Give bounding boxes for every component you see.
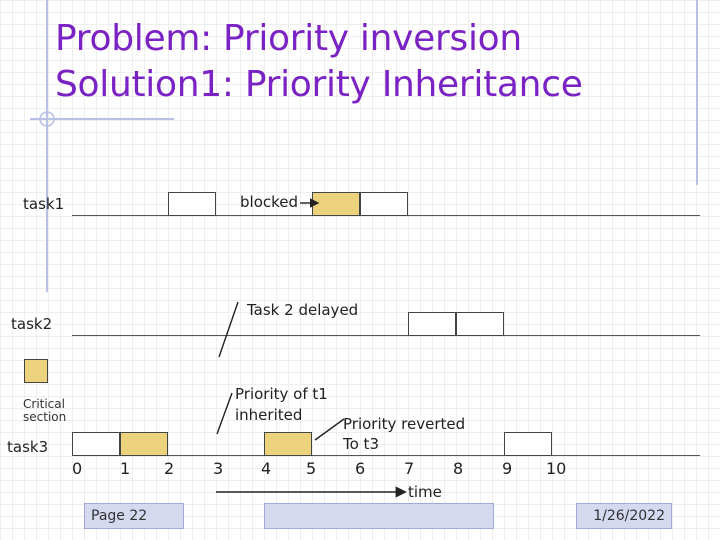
task3-run-box xyxy=(504,432,552,456)
time-tick: 10 xyxy=(546,459,567,478)
task3-inherited-critical-box xyxy=(264,432,312,456)
time-tick: 7 xyxy=(404,459,415,478)
title-line-1: Problem: Priority inversion xyxy=(55,18,522,59)
task1-run-box xyxy=(360,192,408,216)
task3-run-box xyxy=(72,432,120,456)
time-tick: 9 xyxy=(502,459,513,478)
task3-critical-box xyxy=(120,432,168,456)
date-box: 1/26/2022 xyxy=(576,503,672,529)
time-tick: 2 xyxy=(164,459,175,478)
task2-run-box xyxy=(456,312,504,336)
task2-delayed-annotation: Task 2 delayed xyxy=(247,301,359,319)
priority-inherited-pointer xyxy=(216,392,233,435)
critical-section-legend-label-2: section xyxy=(23,410,67,424)
slide-date: 1/26/2022 xyxy=(593,508,665,524)
blocked-annotation: blocked xyxy=(240,193,299,211)
time-tick: 8 xyxy=(453,459,464,478)
task3-timeline xyxy=(72,455,700,456)
task2-delayed-pointer xyxy=(218,301,239,358)
priority-reverted-annotation-2: To t3 xyxy=(343,435,379,453)
time-tick: 6 xyxy=(355,459,366,478)
time-tick: 3 xyxy=(213,459,224,478)
task3-label: task3 xyxy=(7,438,49,456)
priority-inherited-annotation-1: Priority of t1 xyxy=(235,385,328,403)
critical-section-legend-swatch xyxy=(24,359,48,383)
time-tick: 5 xyxy=(306,459,317,478)
critical-section-legend-label-1: Critical xyxy=(23,397,65,411)
task1-critical-box xyxy=(312,192,360,216)
page-number: Page 22 xyxy=(91,508,148,524)
title-line-2: Solution1: Priority Inheritance xyxy=(55,64,583,105)
page-number-box: Page 22 xyxy=(84,503,184,529)
task2-run-box xyxy=(408,312,456,336)
footer-center-box xyxy=(264,503,494,529)
priority-reverted-annotation-1: Priority reverted xyxy=(343,415,466,433)
priority-inherited-annotation-2: inherited xyxy=(235,406,303,424)
time-axis-label: time xyxy=(408,483,442,501)
priority-reverted-pointer xyxy=(314,418,345,441)
task1-label: task1 xyxy=(23,195,65,213)
time-tick: 4 xyxy=(261,459,272,478)
time-tick: 1 xyxy=(120,459,131,478)
time-tick: 0 xyxy=(72,459,83,478)
task1-run-box xyxy=(168,192,216,216)
task2-label: task2 xyxy=(11,315,53,333)
task2-timeline xyxy=(72,335,700,336)
